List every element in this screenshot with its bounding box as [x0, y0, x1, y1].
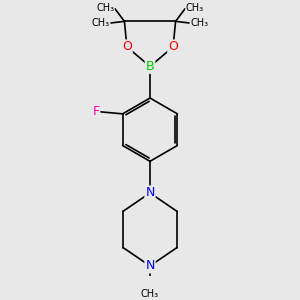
Text: CH₃: CH₃ [92, 18, 110, 28]
Text: N: N [145, 260, 155, 272]
Text: CH₃: CH₃ [141, 289, 159, 299]
Text: F: F [92, 105, 99, 118]
Text: N: N [145, 186, 155, 200]
Text: CH₃: CH₃ [186, 3, 204, 13]
Text: O: O [122, 40, 132, 53]
Text: CH₃: CH₃ [190, 18, 208, 28]
Text: O: O [168, 40, 178, 53]
Text: B: B [146, 60, 154, 73]
Text: CH₃: CH₃ [96, 3, 114, 13]
